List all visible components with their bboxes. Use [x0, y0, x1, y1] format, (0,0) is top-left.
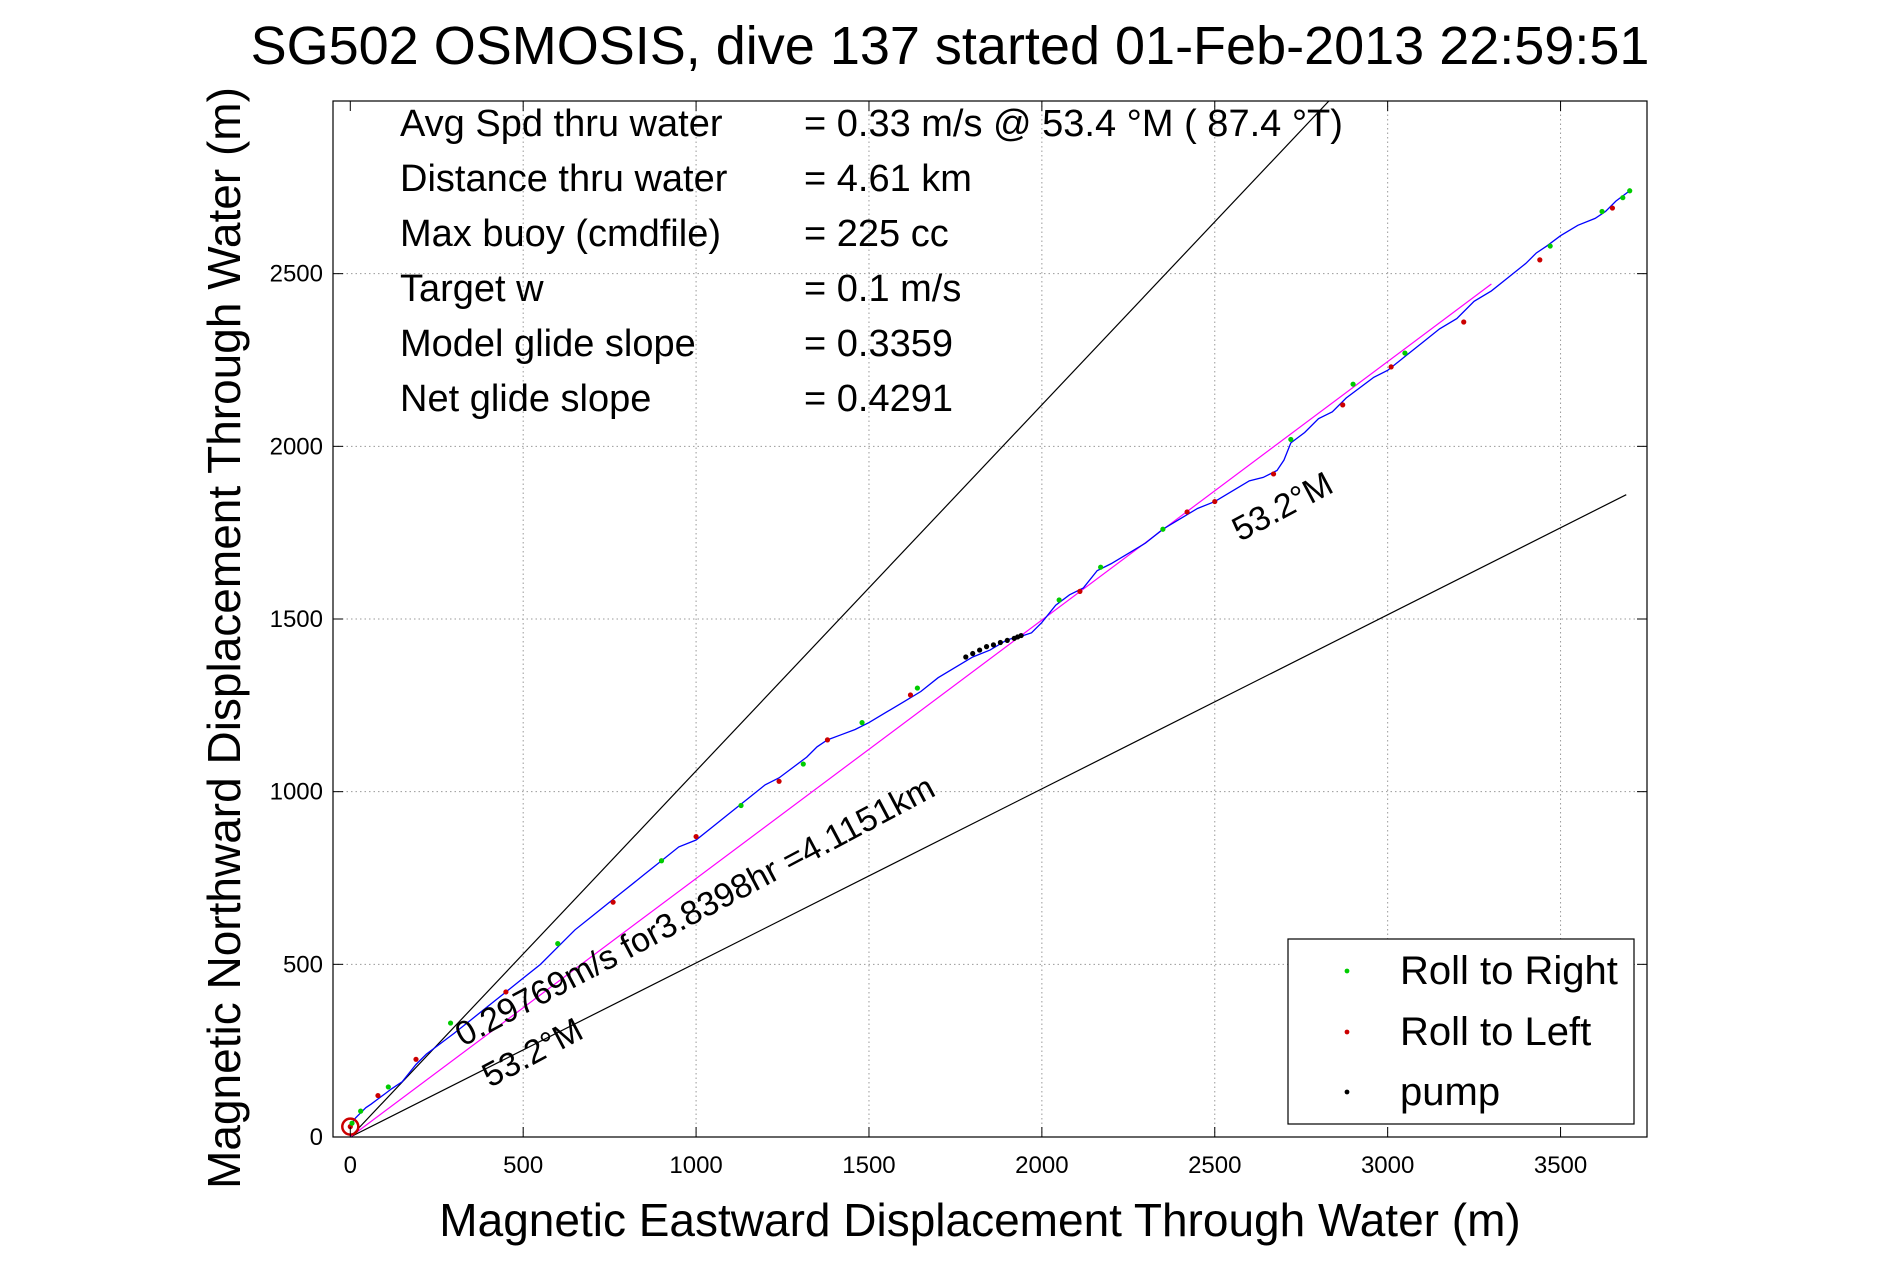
legend-marker-roll-left [1344, 1029, 1350, 1035]
roll-right-point [1350, 381, 1356, 387]
pump-point [970, 650, 976, 657]
pump-point [997, 639, 1003, 646]
stat-value-target-w: = 0.1 m/s [804, 268, 961, 310]
grid [333, 101, 1647, 1137]
roll-left-point [907, 692, 914, 698]
roll-right-point [738, 802, 744, 809]
roll-left-point [375, 1092, 381, 1099]
pump-point [977, 647, 983, 653]
lower-heading-bound-line [350, 494, 1627, 1138]
legend-label-roll-left: Roll to Left [1400, 1010, 1591, 1054]
roll-left-point [1340, 402, 1346, 408]
roll-left-point [1212, 498, 1218, 505]
roll-right-point [555, 941, 561, 947]
plot-series [341, 100, 1633, 1138]
roll-left-point [1270, 471, 1277, 477]
stat-label-net-glide: Net glide slope [400, 378, 651, 420]
roll-right-point [385, 1084, 391, 1090]
y-tick-label: 2500 [270, 261, 323, 288]
pump-point [963, 654, 969, 660]
roll-right-point [1627, 188, 1633, 194]
roll-right-point [859, 720, 865, 726]
x-tick-label: 3000 [1361, 1152, 1414, 1179]
y-axis-label: Magnetic Northward Displacement Through … [198, 87, 250, 1189]
roll-left-point [693, 833, 699, 840]
roll-right-point [358, 1108, 364, 1114]
roll-right-point [1056, 597, 1062, 603]
stat-label-model-glide: Model glide slope [400, 323, 696, 365]
legend: Roll to Right Roll to Left pump [1287, 938, 1635, 1125]
x-tick-label: 1500 [842, 1152, 895, 1179]
roll-left-point [1388, 364, 1394, 370]
roll-left-point [1077, 588, 1083, 594]
roll-right-point [1288, 436, 1294, 443]
stat-value-max-buoy: = 225 cc [804, 213, 949, 255]
roll-left-point [413, 1056, 419, 1062]
y-tick-label: 1500 [270, 606, 323, 633]
roll-left-point [776, 778, 782, 784]
roll-right-point [658, 858, 665, 864]
stat-label-max-buoy: Max buoy (cmdfile) [400, 213, 721, 255]
axis-ticks: 0 500 1000 1500 2000 2500 3000 3500 0 500 1000 1500… [270, 101, 1647, 1179]
roll-right-point [1160, 526, 1166, 532]
x-tick-label: 500 [503, 1152, 543, 1179]
x-tick-label: 1000 [669, 1152, 722, 1179]
y-tick-label: 0 [310, 1124, 323, 1151]
roll-right-point [1620, 195, 1626, 201]
roll-left-point [824, 737, 831, 743]
stat-value-avg-speed: = 0.33 m/s @ 53.4 °M ( 87.4 °T) [804, 103, 1343, 145]
pump-point [990, 642, 997, 648]
roll-right-point [1599, 208, 1605, 215]
roll-right-point [914, 685, 920, 691]
stat-value-distance: = 4.61 km [804, 158, 972, 200]
x-tick-label: 2500 [1188, 1152, 1241, 1179]
stat-value-model-glide: = 0.3359 [804, 323, 953, 365]
x-tick-label: 2000 [1015, 1152, 1068, 1179]
roll-left-point [1184, 509, 1190, 515]
dive-stats: Avg Spd thru water = 0.33 m/s @ 53.4 °M … [400, 103, 1343, 420]
y-tick-label: 2000 [270, 433, 323, 460]
legend-marker-pump [1344, 1089, 1350, 1095]
upper-heading-bound-line [349, 100, 1330, 1138]
roll-right-point [447, 1020, 454, 1026]
roll-right-point [1402, 350, 1408, 356]
roll-right-point [1098, 564, 1104, 570]
pump-point [1004, 637, 1010, 644]
roll-right-point [800, 761, 806, 767]
legend-label-pump: pump [1400, 1070, 1500, 1114]
roll-right-point [1547, 243, 1553, 249]
roll-left-point [1461, 319, 1467, 325]
y-tick-label: 1000 [270, 779, 323, 806]
stat-label-distance: Distance thru water [400, 158, 728, 200]
x-tick-label: 0 [344, 1152, 357, 1179]
roll-right-point [349, 1120, 355, 1126]
model-heading-line [349, 283, 1492, 1138]
pump-point [983, 644, 990, 650]
pump-point [1018, 632, 1024, 639]
x-axis-label: Magnetic Eastward Displacement Through W… [439, 1194, 1520, 1246]
roll-left-point [1537, 257, 1543, 263]
roll-left-point [503, 989, 509, 995]
chart-title: SG502 OSMOSIS, dive 137 started 01-Feb-2… [251, 16, 1650, 76]
legend-marker-roll-right [1344, 968, 1350, 974]
glider-track-line [349, 190, 1631, 1127]
y-tick-label: 500 [283, 951, 323, 978]
stat-label-avg-speed: Avg Spd thru water [400, 103, 723, 145]
roll-left-point [610, 899, 616, 905]
stat-label-target-w: Target w [400, 268, 544, 310]
x-tick-label: 3500 [1534, 1152, 1587, 1179]
legend-label-roll-right: Roll to Right [1400, 949, 1618, 993]
roll-left-point [1609, 205, 1616, 211]
stat-value-net-glide: = 0.4291 [804, 378, 953, 420]
